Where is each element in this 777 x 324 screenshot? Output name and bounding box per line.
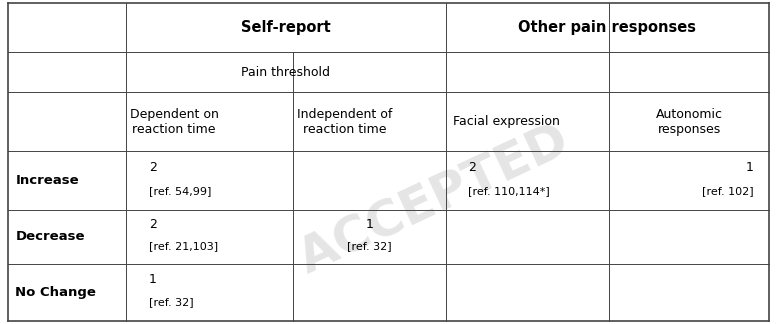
Text: Facial expression: Facial expression — [453, 115, 560, 128]
Text: 1: 1 — [746, 161, 754, 174]
Text: Decrease: Decrease — [16, 230, 85, 243]
Text: [ref. 32]: [ref. 32] — [347, 241, 392, 251]
Text: [ref. 102]: [ref. 102] — [702, 186, 754, 196]
Text: [ref. 110,114*]: [ref. 110,114*] — [469, 186, 550, 196]
Text: 2: 2 — [148, 218, 156, 231]
Text: 2: 2 — [148, 161, 156, 174]
Text: [ref. 32]: [ref. 32] — [148, 297, 193, 307]
Text: [ref. 54,99]: [ref. 54,99] — [148, 186, 211, 196]
Text: [ref. 21,103]: [ref. 21,103] — [148, 241, 218, 251]
Text: Autonomic
responses: Autonomic responses — [656, 108, 723, 135]
Text: No Change: No Change — [16, 286, 96, 299]
Text: 1: 1 — [365, 218, 374, 231]
Text: Increase: Increase — [16, 174, 79, 187]
Text: ACCEPTED: ACCEPTED — [291, 116, 577, 284]
Text: Other pain responses: Other pain responses — [518, 20, 696, 35]
Text: Independent of
reaction time: Independent of reaction time — [297, 108, 392, 135]
Text: 2: 2 — [469, 161, 476, 174]
Text: Self-report: Self-report — [241, 20, 330, 35]
Text: Dependent on
reaction time: Dependent on reaction time — [130, 108, 218, 135]
Text: Pain threshold: Pain threshold — [241, 66, 330, 79]
Text: 1: 1 — [148, 273, 156, 286]
